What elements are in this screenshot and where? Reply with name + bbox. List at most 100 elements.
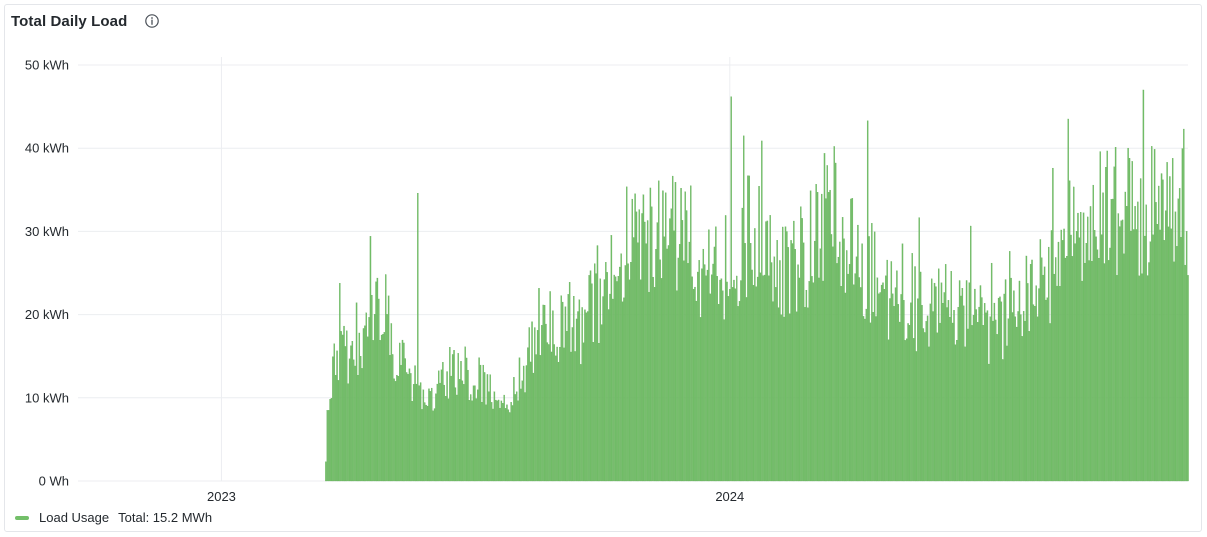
daily-bar [857, 224, 859, 482]
daily-bar [461, 380, 464, 482]
daily-bar [1142, 89, 1145, 482]
daily-bar [639, 279, 642, 482]
daily-bar [736, 275, 738, 482]
daily-bar [549, 291, 551, 482]
daily-bar [560, 295, 562, 482]
daily-bar [631, 198, 633, 482]
daily-bar [482, 364, 484, 482]
daily-bar [860, 287, 862, 482]
daily-bar [921, 305, 923, 482]
daily-bar [422, 389, 425, 482]
daily-bar [862, 316, 865, 482]
daily-bar [426, 405, 429, 482]
daily-bar [855, 256, 858, 482]
daily-bar [358, 332, 361, 482]
daily-bar [646, 220, 649, 482]
daily-bar [1137, 201, 1139, 482]
daily-bar [612, 298, 614, 482]
daily-bar [456, 394, 458, 482]
daily-bar [699, 317, 702, 482]
y-tick-label: 20 kWh [25, 307, 69, 322]
daily-bar [715, 226, 717, 482]
daily-bar [624, 265, 627, 482]
daily-bar [1187, 275, 1189, 482]
daily-bar [1120, 220, 1122, 482]
daily-bar [892, 293, 894, 482]
daily-bar [770, 262, 773, 482]
daily-bar [972, 314, 975, 482]
daily-bar [1124, 191, 1127, 482]
daily-bar [875, 316, 877, 482]
daily-bar [971, 325, 973, 482]
daily-bar [606, 272, 608, 482]
daily-bar [383, 332, 386, 482]
daily-bar [375, 281, 377, 482]
daily-bar [599, 278, 601, 482]
daily-bar [1018, 280, 1021, 482]
daily-bar [889, 298, 891, 482]
daily-bar [1174, 211, 1177, 482]
daily-bar [1035, 285, 1037, 482]
daily-bar [897, 304, 900, 482]
daily-bar [1151, 146, 1153, 482]
daily-bar [665, 192, 667, 482]
daily-bar [880, 284, 883, 482]
daily-bar [1034, 306, 1036, 482]
daily-bar [790, 240, 792, 482]
daily-bar [841, 217, 844, 482]
daily-bar [958, 280, 961, 482]
daily-bar [977, 322, 979, 482]
daily-bar [438, 370, 440, 482]
daily-bar [802, 242, 805, 482]
daily-bar [525, 365, 528, 482]
y-tick-label: 0 Wh [39, 474, 69, 489]
daily-bar [936, 332, 939, 482]
daily-bar [933, 282, 936, 482]
daily-bar [543, 304, 546, 482]
daily-bar [369, 236, 372, 482]
daily-bar [724, 215, 727, 482]
daily-bar [1027, 283, 1029, 482]
daily-bar [605, 262, 607, 482]
daily-bar [801, 218, 803, 482]
daily-bar [1020, 314, 1022, 482]
daily-bar [1134, 206, 1136, 482]
daily-bar [719, 279, 721, 482]
daily-bar [432, 410, 434, 482]
daily-bar [351, 341, 354, 482]
daily-bar [334, 374, 337, 482]
daily-bar [520, 388, 522, 482]
daily-bar [886, 259, 888, 482]
daily-bar [1152, 234, 1154, 482]
daily-bar [1039, 239, 1042, 482]
daily-bar [773, 256, 776, 482]
daily-bar [1170, 228, 1172, 482]
daily-bar [878, 293, 880, 482]
daily-bar [947, 300, 950, 482]
daily-bar [949, 316, 951, 482]
daily-bar [730, 96, 732, 482]
daily-bar [506, 404, 508, 482]
panel-title: Total Daily Load [11, 12, 128, 30]
daily-bar [985, 312, 987, 482]
daily-bar [968, 282, 971, 482]
daily-bar [766, 220, 769, 482]
info-circle-icon[interactable] [144, 13, 160, 29]
daily-bar [691, 276, 693, 482]
daily-bar [826, 165, 828, 482]
daily-bar [1045, 299, 1047, 482]
daily-bar [545, 323, 547, 482]
daily-bar [566, 331, 568, 482]
daily-bar [645, 243, 647, 482]
legend[interactable]: Load Usage Total: 15.2 MWh [15, 510, 212, 525]
daily-bar [478, 357, 480, 482]
daily-bar [922, 328, 925, 482]
daily-bar [829, 189, 831, 482]
daily-bar [1061, 240, 1064, 482]
daily-bar [840, 286, 842, 482]
daily-bar [443, 384, 445, 482]
daily-bar [761, 140, 763, 482]
daily-bar [329, 399, 331, 482]
daily-bar [492, 408, 494, 482]
